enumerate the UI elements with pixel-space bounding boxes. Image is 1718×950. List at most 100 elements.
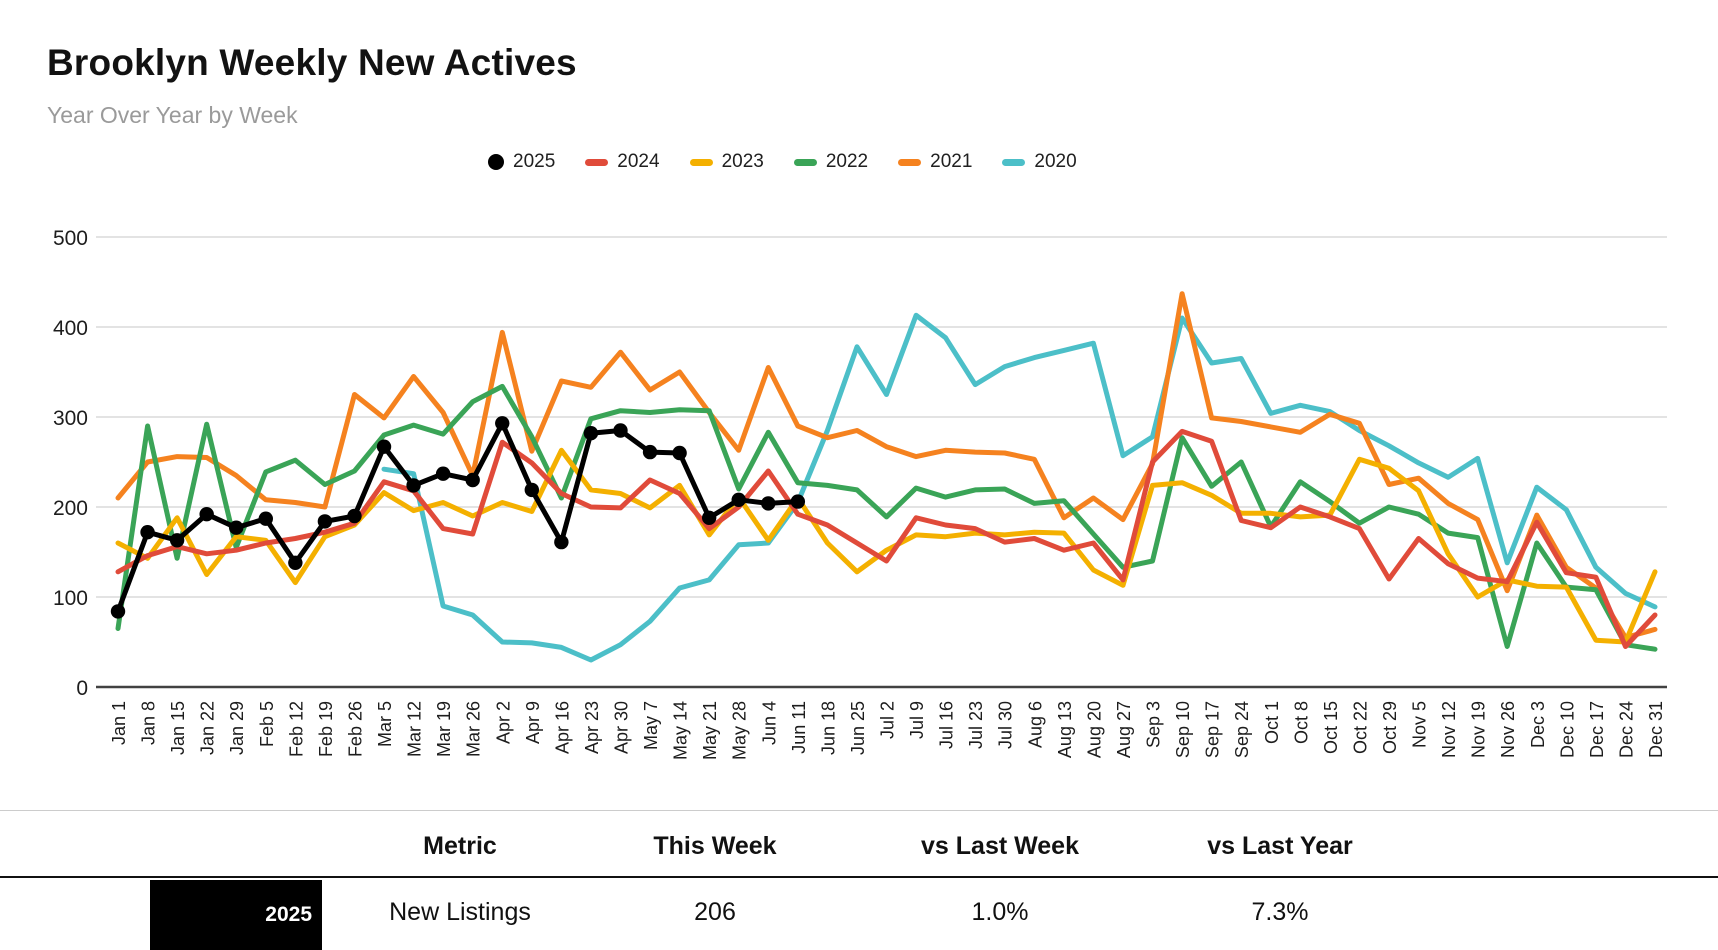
x-axis-label: Jan 29 (227, 701, 247, 755)
x-axis-label: Feb 26 (345, 701, 365, 757)
x-axis-label: Dec 31 (1646, 701, 1666, 758)
legend-label-2022: 2022 (825, 151, 869, 172)
page-title: Brooklyn Weekly New Actives (47, 42, 577, 83)
series-point-2025 (642, 444, 658, 460)
y-axis-label: 400 (53, 317, 88, 340)
series-point-2025 (672, 445, 687, 461)
cell-metric: New Listings (389, 898, 531, 926)
chart-canvas: 0 100 200 300 400 500 Jan 1 Jan 8 Jan 15 Jan 22 Ja… (53, 227, 1667, 760)
y-axis-label: 500 (53, 227, 88, 250)
series-line-2024 (115, 428, 1658, 649)
x-axis-label: Feb 19 (316, 701, 336, 757)
legend-item-2020: 2020 (1002, 151, 1077, 173)
legend-label-2021: 2021 (930, 151, 973, 172)
legend-item-2023: 2023 (689, 151, 764, 173)
y-axis-label: 100 (53, 587, 88, 610)
legend-label-2024: 2024 (617, 151, 660, 172)
x-axis-label: Nov 12 (1439, 701, 1459, 758)
series-point-2025 (376, 439, 392, 454)
page-subtitle: Year Over Year by Week (47, 102, 298, 128)
series-point-2025 (110, 604, 126, 619)
series-line-2022 (115, 383, 1658, 652)
x-axis-label: Oct 29 (1380, 701, 1400, 754)
legend-swatch-2020 (1002, 158, 1026, 166)
x-axis-label: Dec 3 (1528, 701, 1548, 748)
col-header-vs-last-week: vs Last Week (921, 832, 1079, 860)
x-axis-label: Aug 6 (1025, 701, 1045, 748)
series-point-2025 (790, 494, 806, 509)
legend-label-2025: 2025 (513, 151, 556, 172)
x-axis-label: Aug 20 (1084, 701, 1104, 758)
legend-swatch-2023 (689, 158, 713, 166)
x-axis-label: Sep 10 (1173, 701, 1193, 758)
x-axis-label: Sep 3 (1144, 701, 1164, 748)
x-axis-label: May 14 (671, 701, 691, 760)
x-axis-label: Apr 9 (523, 701, 543, 744)
cell-vs-last-year: 7.3% (1251, 898, 1309, 926)
x-axis-label: Oct 8 (1291, 701, 1311, 744)
series-point-2025 (258, 511, 273, 526)
series-point-2025 (554, 534, 569, 550)
col-header-this-week: This Week (653, 832, 777, 860)
legend-item-2025: 2025 (488, 151, 555, 173)
x-axis-label: Apr 16 (552, 701, 572, 754)
x-axis-label: Jan 1 (109, 701, 129, 745)
x-axis-label: Oct 1 (1262, 701, 1282, 744)
x-axis-label: Jan 22 (198, 701, 218, 755)
series-point-2025 (406, 478, 421, 493)
series-line-2023 (115, 447, 1658, 645)
x-axis-label: Jun 25 (848, 701, 868, 755)
legend-item-2024: 2024 (585, 151, 660, 173)
legend-item-2021: 2021 (898, 151, 972, 173)
legend-swatch-2022 (793, 158, 817, 166)
x-axis-label: Nov 19 (1469, 701, 1489, 758)
x-axis-label: Apr 2 (493, 701, 513, 744)
series-point-2025 (140, 525, 155, 540)
cell-this-week: 206 (694, 898, 736, 926)
series-point-2025 (169, 533, 185, 548)
x-axis-label: Dec 17 (1587, 701, 1607, 758)
x-axis-label: Jul 9 (907, 701, 927, 739)
series-point-2025 (731, 492, 746, 507)
x-axis-label: Mar 5 (375, 701, 395, 747)
y-axis-label: 200 (53, 497, 88, 520)
x-axis-label: Aug 13 (1055, 701, 1075, 758)
series-point-2025 (583, 426, 599, 441)
x-axis-label: Feb 12 (286, 701, 306, 757)
x-axis-label: Jan 8 (139, 701, 159, 745)
series-point-2025 (613, 423, 628, 438)
legend-swatch-2021 (898, 158, 922, 166)
legend-label-2023: 2023 (721, 151, 764, 172)
series-point-2025 (347, 508, 362, 524)
x-axis-label: Apr 30 (611, 701, 631, 754)
table-top-divider (0, 810, 1718, 811)
x-axis-label: Dec 24 (1616, 701, 1636, 758)
x-axis-label: Mar 12 (405, 701, 425, 757)
x-axis-label: Jun 18 (818, 701, 838, 755)
series-point-2025 (465, 472, 480, 488)
series-point-2025 (701, 510, 717, 525)
x-axis-label: May 28 (730, 701, 750, 760)
legend-item-2022: 2022 (793, 151, 869, 173)
col-header-metric: Metric (423, 832, 497, 860)
x-axis-label: Mar 26 (464, 701, 484, 757)
series-point-2025 (435, 466, 451, 481)
x-axis-label: May 7 (641, 701, 661, 750)
legend-swatch-2024 (585, 158, 609, 166)
series-line-2020 (381, 312, 1658, 663)
series-point-2025 (199, 507, 214, 522)
series-point-2025 (495, 416, 510, 431)
x-axis-label: Oct 15 (1321, 701, 1341, 754)
x-axis-label: Mar 19 (434, 701, 454, 757)
legend-label-2020: 2020 (1034, 151, 1077, 172)
x-axis-label: Jun 11 (789, 701, 809, 754)
x-axis-label: Sep 24 (1232, 701, 1252, 758)
x-axis-label: Nov 5 (1410, 701, 1430, 748)
x-axis-label: Aug 27 (1114, 701, 1134, 758)
x-axis-label: Jul 2 (878, 701, 898, 739)
chart-legend: 2025 2024 2023 2022 2021 2020 (488, 151, 1077, 173)
x-axis-label: Oct 22 (1350, 701, 1370, 754)
series-line-2021 (115, 291, 1658, 640)
col-header-vs-last-year: vs Last Year (1207, 832, 1353, 860)
